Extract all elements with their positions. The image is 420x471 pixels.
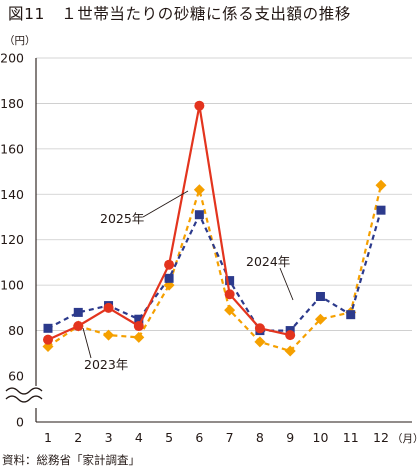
axis-break-wave xyxy=(5,395,43,403)
y-tick-label: 120 xyxy=(0,232,24,247)
data-point xyxy=(133,321,144,332)
series-label: 2024年 xyxy=(246,254,290,269)
leader-line xyxy=(82,327,92,359)
data-point xyxy=(224,304,236,316)
x-tick-label: 1 xyxy=(44,430,52,445)
data-point xyxy=(43,323,53,333)
data-point xyxy=(103,329,115,341)
x-tick-label: 12 xyxy=(373,430,389,445)
data-point xyxy=(103,302,114,313)
y-tick-label: 80 xyxy=(8,323,24,338)
data-point xyxy=(225,276,235,286)
series-label: 2025年 xyxy=(100,211,144,226)
x-tick-label: 4 xyxy=(135,430,143,445)
y-tick-label: 100 xyxy=(0,278,24,293)
data-point xyxy=(376,205,386,215)
data-point xyxy=(194,100,205,111)
x-tick-label: 9 xyxy=(286,430,294,445)
data-point xyxy=(164,259,175,270)
data-point xyxy=(164,273,174,283)
data-point xyxy=(134,314,144,324)
data-point xyxy=(73,307,83,317)
series-label: 2023年 xyxy=(84,357,128,372)
series-line xyxy=(47,184,383,353)
series-line xyxy=(47,209,383,332)
x-tick-label: 11 xyxy=(343,430,359,445)
data-point xyxy=(315,292,325,301)
data-point xyxy=(346,310,356,320)
x-tick-label: 7 xyxy=(226,430,234,445)
y-tick-label: 140 xyxy=(0,187,24,202)
axis-break-mask xyxy=(4,386,48,408)
data-point xyxy=(193,184,205,196)
figure-title: 図11 １世帯当たりの砂糖に係る支出額の推移 xyxy=(8,5,351,23)
data-point xyxy=(73,321,84,332)
x-tick-label: 2 xyxy=(74,430,82,445)
x-tick-label: 6 xyxy=(195,430,203,445)
series-line xyxy=(47,104,291,341)
x-tick-label: 8 xyxy=(256,430,264,445)
leader-line xyxy=(142,190,189,218)
x-tick-label: 3 xyxy=(105,430,113,445)
data-point xyxy=(133,331,145,343)
y-tick-label: 200 xyxy=(0,51,24,66)
y-tick-label: 160 xyxy=(0,141,24,156)
axis-break-icon xyxy=(4,386,48,408)
data-point xyxy=(254,323,265,334)
y-unit-label: （円） xyxy=(4,35,36,47)
leader-line xyxy=(279,267,294,301)
data-point xyxy=(194,210,204,220)
y-tick-label: 60 xyxy=(8,369,24,384)
x-tick-label: 5 xyxy=(165,430,173,445)
y-tick-label: 180 xyxy=(0,96,24,111)
x-tick-label: 10 xyxy=(313,430,329,445)
source-note: 資料：総務省「家計調査」 xyxy=(2,453,140,467)
data-point xyxy=(254,336,266,348)
y-tick-label: 0 xyxy=(16,415,24,430)
data-point xyxy=(375,179,387,191)
data-point xyxy=(284,345,296,357)
data-point xyxy=(43,334,53,345)
data-point xyxy=(285,330,296,341)
data-point xyxy=(314,313,326,325)
axis-break-wave xyxy=(5,387,43,395)
x-unit-label: （月） xyxy=(392,433,420,445)
data-point xyxy=(224,289,235,300)
